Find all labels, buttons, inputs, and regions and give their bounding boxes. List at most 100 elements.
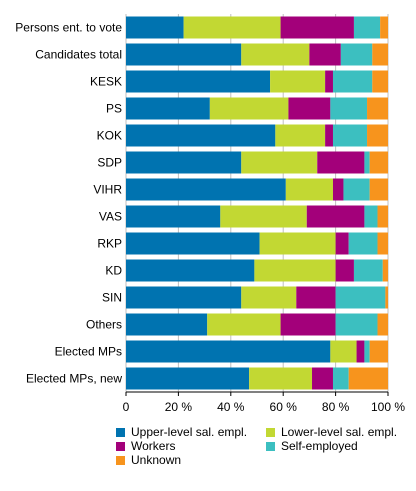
bar-segment <box>348 232 378 255</box>
bar-segment <box>126 70 271 93</box>
bar-segment <box>126 124 276 147</box>
bar-segment <box>372 70 388 93</box>
category-label: PS <box>106 102 122 116</box>
bar-segment <box>259 232 336 255</box>
category-label: RKP <box>97 237 122 251</box>
bar-segment <box>275 124 326 147</box>
bar-segment <box>241 286 297 309</box>
bar-segment <box>332 70 373 93</box>
bar-segment <box>126 232 260 255</box>
x-tick-label: 60 % <box>270 400 298 414</box>
category-label: Others <box>86 318 122 332</box>
bar-segment <box>285 178 333 201</box>
category-label: SIN <box>102 291 122 305</box>
bar-segment <box>372 43 388 66</box>
bar-segment <box>306 205 365 228</box>
category-label: Elected MPs <box>55 345 122 359</box>
bar-segment <box>335 313 378 336</box>
legend-label: Self-employed <box>281 439 358 453</box>
bar-segment <box>280 313 336 336</box>
bar-segment <box>241 151 318 174</box>
bar-segment <box>312 367 333 390</box>
category-labels: Persons ent. to vote Candidates total KESK… <box>15 21 122 386</box>
legend-swatch <box>266 442 275 451</box>
x-tick-label: 0 <box>123 400 130 414</box>
bar-segment <box>126 97 210 120</box>
category-label: Elected MPs, new <box>26 372 122 386</box>
bar-segment <box>330 97 368 120</box>
bar-segment <box>317 151 365 174</box>
bar-segment <box>280 16 354 39</box>
bar-segment <box>288 97 331 120</box>
bar-segment <box>126 178 286 201</box>
bar-segment <box>356 340 365 363</box>
x-axis: 0 20 % 40 % 60 % 80 % 100 % <box>123 391 405 414</box>
legend: Upper-level sal. empl. Lower-level sal. e… <box>116 425 397 467</box>
bar-segment <box>325 70 333 93</box>
bar-segment <box>220 205 307 228</box>
bar-segment <box>367 124 388 147</box>
bar-segment <box>296 286 336 309</box>
bar-segment <box>207 313 281 336</box>
bar-segment <box>183 16 281 39</box>
legend-swatch <box>116 442 125 451</box>
bar-segment <box>126 367 250 390</box>
legend-swatch <box>266 428 275 437</box>
category-label: VAS <box>99 210 122 224</box>
category-label: KESK <box>90 75 122 89</box>
bar-segment <box>364 151 370 174</box>
bar-segment <box>209 97 289 120</box>
bar-segment <box>126 16 184 39</box>
bar-segment <box>332 367 349 390</box>
legend-swatch <box>116 428 125 437</box>
x-tick-label: 100 % <box>371 400 405 414</box>
bar-segment <box>126 151 242 174</box>
bar-segment <box>335 259 354 282</box>
bar-segment <box>249 367 313 390</box>
bar-segment <box>332 178 344 201</box>
bar-segment <box>343 178 370 201</box>
category-label: KOK <box>97 129 122 143</box>
bar-segment <box>367 97 388 120</box>
bar-segment <box>348 367 388 390</box>
bar-segment <box>126 286 242 309</box>
legend-label: Upper-level sal. empl. <box>131 425 247 439</box>
bar-segment <box>364 205 378 228</box>
category-label: Candidates total <box>35 48 122 62</box>
bars <box>126 16 388 390</box>
bar-segment <box>270 70 326 93</box>
category-label: Persons ent. to vote <box>15 21 122 35</box>
bar-segment <box>241 43 310 66</box>
bar-segment <box>335 286 386 309</box>
bar-segment <box>332 124 368 147</box>
category-label: VIHR <box>93 183 122 197</box>
legend-label: Unknown <box>131 453 181 467</box>
bar-segment <box>382 259 388 282</box>
bar-segment <box>377 313 388 336</box>
bar-segment <box>353 16 381 39</box>
bar-segment <box>340 43 373 66</box>
bar-segment <box>369 151 388 174</box>
x-tick-label: 40 % <box>217 400 245 414</box>
category-label: KD <box>105 264 122 278</box>
legend-label: Workers <box>131 439 175 453</box>
bar-segment <box>254 259 336 282</box>
bar-segment <box>126 340 331 363</box>
bar-segment <box>369 340 388 363</box>
bar-segment <box>309 43 341 66</box>
x-tick-label: 20 % <box>165 400 193 414</box>
bar-segment <box>369 178 388 201</box>
bar-segment <box>330 340 357 363</box>
bar-segment <box>377 232 388 255</box>
bar-segment <box>377 205 388 228</box>
bar-segment <box>380 16 388 39</box>
bar-segment <box>385 286 388 309</box>
bar-segment <box>126 43 242 66</box>
legend-label: Lower-level sal. empl. <box>281 425 397 439</box>
bar-segment <box>335 232 349 255</box>
bar-segment <box>126 205 221 228</box>
bar-segment <box>325 124 333 147</box>
bar-segment <box>353 259 383 282</box>
